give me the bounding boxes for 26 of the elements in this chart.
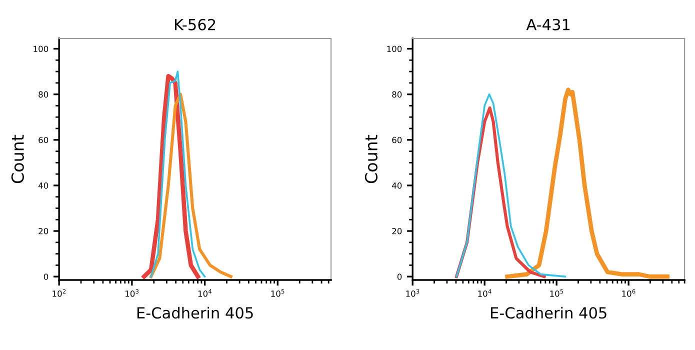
y-tick-label: 100	[34, 46, 48, 52]
x-tick-label: 10$^{6}$	[622, 289, 636, 297]
y-tick-label: 80	[392, 91, 402, 98]
y-tick-label: 100	[387, 46, 402, 52]
y-tick-label: 40	[392, 182, 402, 189]
y-tick-label: 20	[392, 228, 402, 234]
chart-title: K-562	[175, 18, 216, 30]
x-tick-label: 10$^{5}$	[550, 289, 564, 297]
y-tick-label: 0	[397, 274, 402, 280]
x-tick-label: 10$^{4}$	[198, 289, 212, 297]
y-tick-label: 0	[44, 274, 48, 280]
y-tick-label: 40	[38, 182, 48, 189]
x-tick-label: 10$^{4}$	[478, 289, 492, 297]
x-tick-label: 10$^{2}$	[52, 289, 66, 297]
x-tick-label: 10$^{3}$	[126, 289, 139, 297]
x-tick-label: 10$^{3}$	[406, 289, 420, 297]
y-tick-label: 80	[38, 91, 48, 98]
y-axis-title: Count	[364, 134, 378, 184]
y-axis-title: Count	[11, 134, 24, 184]
y-tick-label: 60	[392, 136, 402, 144]
y-tick-label: 60	[38, 136, 48, 144]
y-tick-label: 20	[38, 228, 48, 234]
chart-title: A-431	[526, 18, 570, 30]
x-axis-title: E-Cadherin 405	[490, 306, 606, 319]
x-axis-title: E-Cadherin 405	[137, 306, 253, 319]
x-tick-label: 10$^{5}$	[271, 289, 284, 297]
